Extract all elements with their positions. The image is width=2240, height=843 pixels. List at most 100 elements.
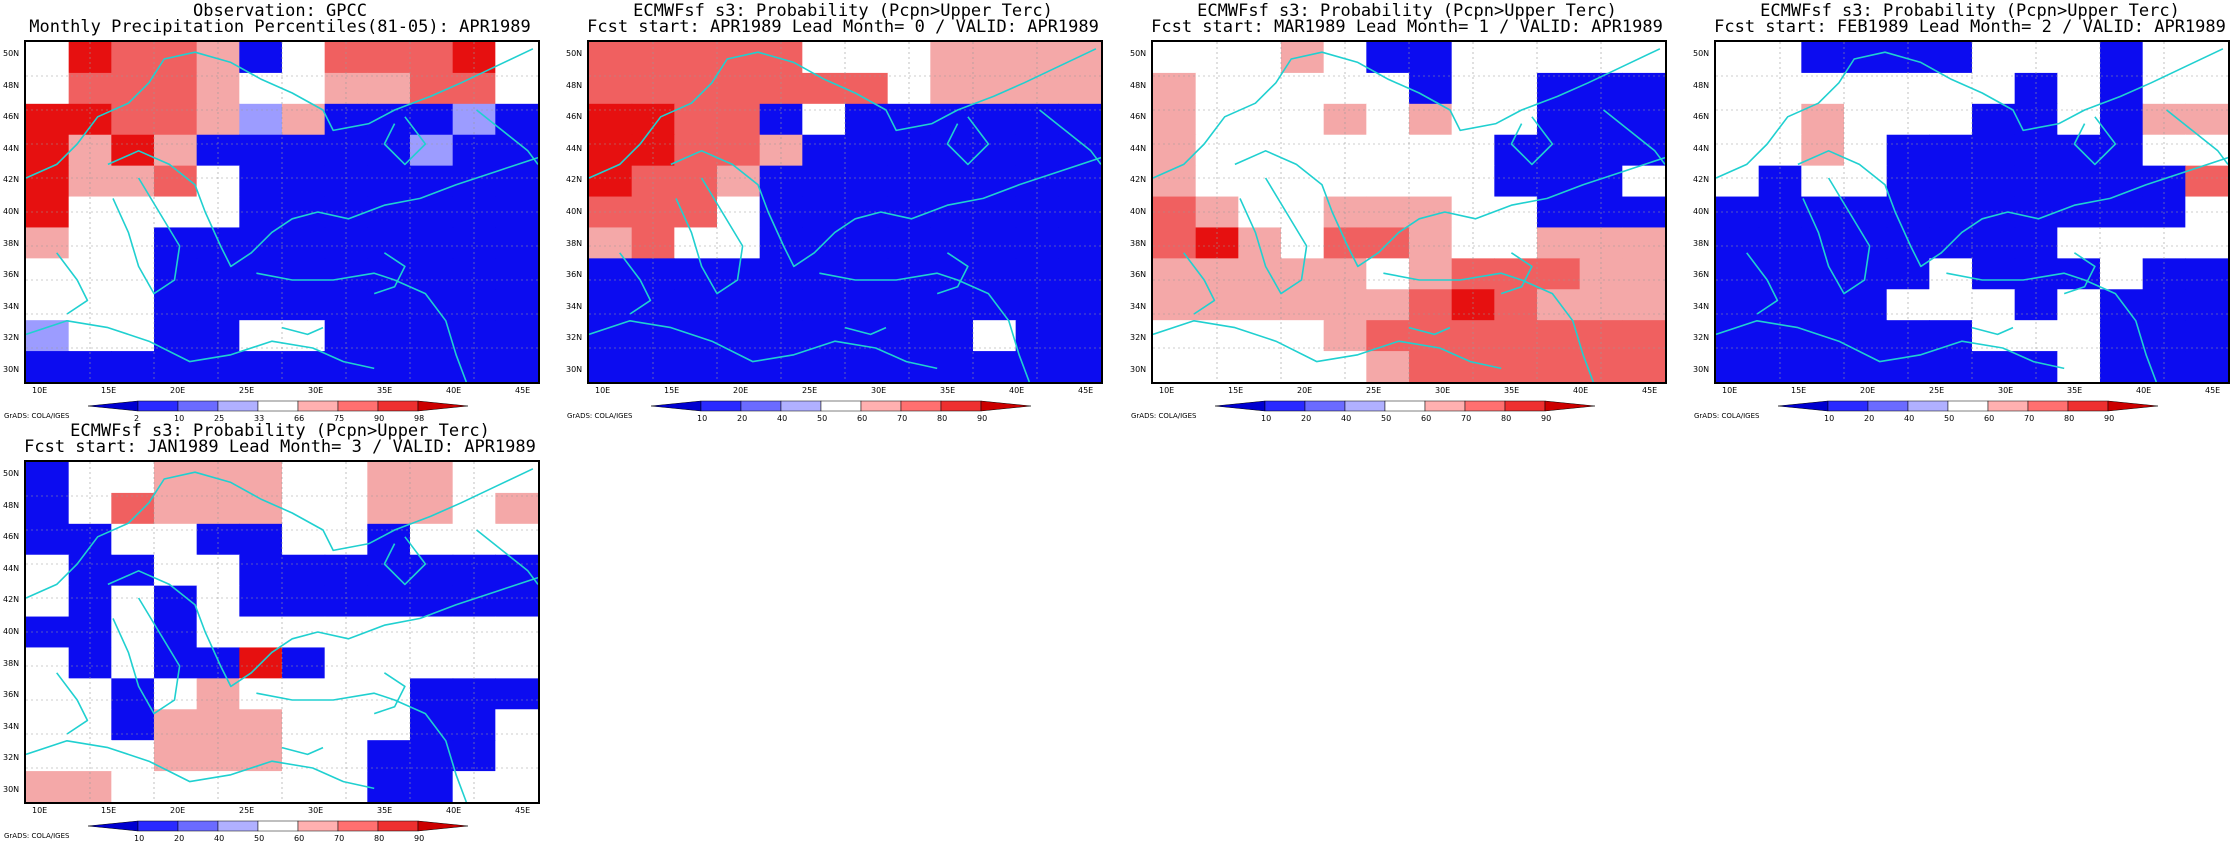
- colorbar-segment: [1384, 400, 1426, 412]
- grid-cell: [196, 678, 240, 710]
- coastline: [844, 326, 887, 336]
- grid-cell: [68, 616, 112, 649]
- grid-cell: [2057, 227, 2101, 259]
- grid-cell: [68, 196, 112, 229]
- grid-cell: [930, 42, 974, 74]
- grid-cell: [1058, 72, 1101, 105]
- colorbar-segment: [417, 400, 468, 412]
- grid-cell: [759, 165, 803, 198]
- grid-cell: [1409, 227, 1453, 259]
- lon-tick-label: 40E: [2136, 386, 2152, 395]
- grid-cell: [717, 196, 761, 229]
- lon-tick-label: 10E: [595, 386, 611, 395]
- grid-cell: [239, 289, 283, 321]
- grid-cell: [1972, 289, 2016, 321]
- grid-cell: [495, 351, 538, 382]
- lon-tick-label: 35E: [1504, 386, 1520, 395]
- lat-tick-label: 34N: [1693, 301, 1710, 311]
- grid-cell: [1844, 134, 1888, 167]
- grid-cell: [196, 196, 240, 229]
- grid-cell: [68, 709, 112, 741]
- grid-cell: [1494, 351, 1538, 382]
- coastline: [281, 326, 324, 336]
- grid-cell: [802, 196, 846, 229]
- grid-cell: [239, 616, 283, 649]
- grid-cell: [196, 320, 240, 352]
- grid-cell: [1195, 165, 1239, 198]
- colorbar: [1215, 400, 1595, 412]
- grid-cell: [1153, 103, 1197, 136]
- grid-cell: [887, 42, 931, 74]
- grid-cell: [2100, 196, 2144, 229]
- colorbar-label: 50: [817, 414, 828, 423]
- grid-cell: [1929, 134, 1973, 167]
- grid-cell: [68, 771, 112, 802]
- coastline: [383, 536, 427, 586]
- grid-cell: [1758, 103, 1802, 136]
- grid-cell: [111, 771, 155, 802]
- grid-cell: [495, 289, 538, 321]
- grid-cell: [1537, 165, 1581, 198]
- grid-cell: [1153, 72, 1197, 105]
- lon-tick-label: 15E: [101, 386, 117, 395]
- grid-cell: [1929, 351, 1973, 382]
- grid-cell: [452, 616, 496, 649]
- map-panel-2: ECMWFsf s3: Probability (Pcpn>Upper Terc…: [563, 0, 1123, 423]
- grid-cell: [154, 196, 198, 229]
- grid-cell: [324, 103, 368, 136]
- grid-cell: [1801, 227, 1845, 259]
- grid-cell: [154, 462, 198, 494]
- grid-cell: [1015, 196, 1059, 229]
- grid-cell: [1758, 227, 1802, 259]
- grid-cell: [1281, 72, 1325, 105]
- grid-cell: [1281, 289, 1325, 321]
- grid-cell: [1494, 258, 1538, 290]
- grid-cell: [631, 258, 675, 290]
- colorbar-segment: [1504, 400, 1546, 412]
- colorbar-segment: [1304, 400, 1346, 412]
- grid-cell: [2142, 227, 2186, 259]
- precip-map: [1716, 42, 2228, 382]
- grid-cell: [68, 258, 112, 290]
- grid-cell: [759, 320, 803, 352]
- grid-cell: [495, 678, 538, 710]
- grid-cell: [367, 227, 411, 259]
- grid-cell: [1886, 42, 1930, 74]
- grid-cell: [1494, 227, 1538, 259]
- grid-cell: [154, 554, 198, 587]
- grid-cell: [1451, 227, 1495, 259]
- grid-cell: [631, 165, 675, 198]
- grid-cell: [282, 554, 326, 587]
- grads-credit: GrADS: COLA/IGES: [4, 412, 70, 420]
- grid-cell: [367, 258, 411, 290]
- grid-cell: [196, 554, 240, 587]
- grid-cell: [1238, 42, 1282, 74]
- grid-cell: [239, 585, 283, 618]
- grid-cell: [367, 72, 411, 105]
- grid-cell: [1153, 196, 1197, 229]
- grid-cell: [1579, 134, 1623, 167]
- lon-tick-label: 15E: [1228, 386, 1244, 395]
- colorbar-label: 80: [937, 414, 948, 423]
- coastline: [112, 177, 181, 295]
- grid-cell: [239, 351, 283, 382]
- grid-cell: [2100, 320, 2144, 352]
- grid-cell: [1622, 320, 1665, 352]
- grid-cell: [2100, 134, 2144, 167]
- grid-cell: [68, 72, 112, 105]
- grid-cell: [239, 462, 283, 494]
- grid-cell: [154, 289, 198, 321]
- grid-cell: [1015, 42, 1059, 74]
- grid-cell: [2014, 42, 2058, 74]
- grid-cell: [802, 134, 846, 167]
- grid-cell: [111, 196, 155, 229]
- grid-cell: [845, 351, 889, 382]
- grid-cell: [196, 351, 240, 382]
- grid-cell: [111, 616, 155, 649]
- grid-cell: [196, 647, 240, 679]
- coastline: [1153, 48, 1661, 179]
- lat-tick-label: 40N: [566, 207, 583, 216]
- panel-title: ECMWFsf s3: Probability (Pcpn>Upper Terc…: [1760, 1, 2180, 21]
- grid-cell: [26, 678, 70, 710]
- grid-cell: [1366, 72, 1410, 105]
